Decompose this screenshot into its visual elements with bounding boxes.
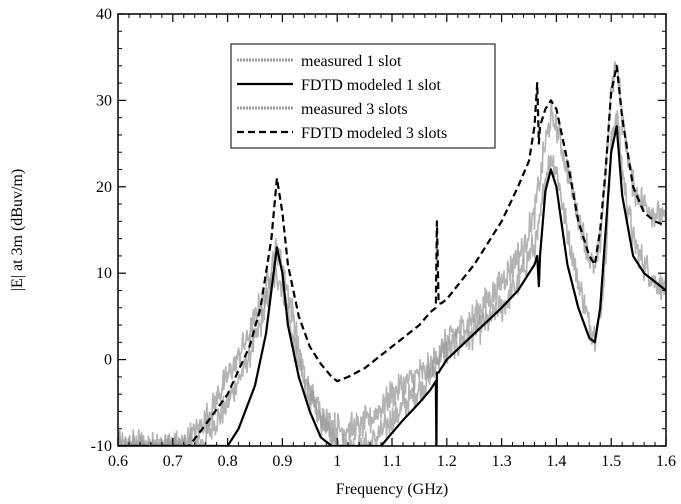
x-tick-label: 1.1 bbox=[382, 453, 402, 470]
series-line-2 bbox=[118, 61, 666, 446]
x-tick-label: 1.3 bbox=[492, 453, 512, 470]
legend: measured 1 slot FDTD modeled 1 slot measur… bbox=[230, 43, 496, 149]
y-tick-label: 10 bbox=[96, 265, 112, 282]
x-tick-label: 1.6 bbox=[656, 453, 676, 470]
series-line-3 bbox=[118, 64, 666, 446]
x-axis-label: Frequency (GHz) bbox=[336, 481, 448, 498]
x-tick-label: 1.5 bbox=[601, 453, 621, 470]
legend-label-2: measured 3 slots bbox=[301, 101, 408, 118]
y-axis-label: |E| at 3m (dBuv/m) bbox=[9, 169, 26, 291]
x-tick-label: 0.7 bbox=[163, 453, 183, 470]
y-tick-label: 30 bbox=[96, 92, 112, 109]
x-tick-label: 1.2 bbox=[437, 453, 457, 470]
y-tick-label: 20 bbox=[96, 179, 112, 196]
ticks-layer: 0.6 0.7 0.8 0.9 1 1.1 1.2 1.3 1.4 1.5 1.6 -10 0 10 20 3… bbox=[91, 6, 676, 470]
legend-label-0: measured 1 slot bbox=[301, 53, 402, 70]
y-tick-label: -10 bbox=[91, 438, 112, 455]
legend-label-1: FDTD modeled 1 slot bbox=[301, 77, 442, 94]
y-tick-label: 0 bbox=[104, 352, 112, 369]
x-tick-label: 0.9 bbox=[272, 453, 292, 470]
x-tick-label: 1.4 bbox=[546, 453, 566, 470]
curves-layer bbox=[118, 61, 666, 446]
series-line-1 bbox=[118, 125, 666, 446]
x-tick-label: 0.8 bbox=[218, 453, 238, 470]
y-tick-label: 40 bbox=[96, 6, 112, 23]
series-line-0 bbox=[118, 109, 666, 446]
x-tick-label: 0.6 bbox=[108, 453, 128, 470]
x-tick-label: 1 bbox=[333, 453, 341, 470]
legend-label-3: FDTD modeled 3 slots bbox=[301, 125, 447, 142]
